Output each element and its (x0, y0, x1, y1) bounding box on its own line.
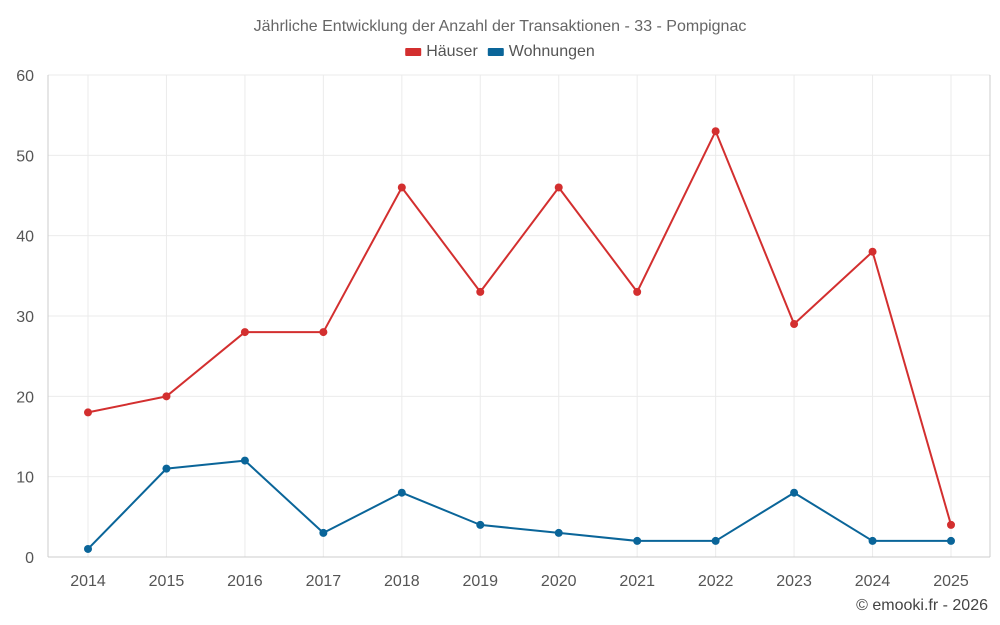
y-tick-label: 40 (16, 229, 34, 246)
x-tick-label: 2016 (227, 573, 263, 590)
data-point[interactable] (947, 536, 955, 545)
data-point[interactable] (84, 408, 92, 417)
data-point[interactable] (868, 536, 877, 545)
data-point[interactable] (711, 127, 720, 136)
data-point[interactable] (711, 536, 720, 545)
series-layer (84, 127, 955, 553)
x-tick-label: 2019 (462, 573, 498, 590)
series-line-1 (87, 459, 951, 550)
x-tick-label: 2017 (306, 573, 342, 590)
data-point[interactable] (476, 287, 485, 296)
y-tick-label: 30 (16, 309, 34, 326)
x-axis: 2014 2015 2016 2017 2018 2019 2020 2021 2022 2023… (70, 573, 969, 590)
data-point[interactable] (554, 528, 563, 537)
legend: Häuser Wohnungen (405, 43, 595, 60)
y-axis: 0 10 20 30 40 50 60 (16, 68, 34, 567)
x-tick-label: 2018 (384, 573, 420, 590)
legend-label: Wohnungen (509, 43, 595, 60)
data-point[interactable] (633, 287, 642, 296)
data-point[interactable] (162, 464, 171, 473)
x-tick-label: 2022 (698, 573, 734, 590)
copyright-text: © emooki.fr - 2026 (856, 597, 988, 614)
legend-label: Häuser (426, 43, 478, 60)
legend-swatch (487, 48, 504, 56)
data-point[interactable] (554, 183, 563, 192)
x-tick-label: 2014 (70, 573, 106, 590)
legend-swatch (405, 48, 422, 56)
data-point[interactable] (790, 488, 799, 497)
data-point[interactable] (397, 488, 406, 497)
data-point[interactable] (476, 520, 485, 529)
y-tick-label: 60 (16, 68, 34, 85)
x-tick-label: 2025 (933, 573, 969, 590)
x-tick-label: 2020 (541, 573, 577, 590)
data-point[interactable] (947, 520, 955, 529)
y-tick-label: 0 (25, 550, 34, 567)
legend-item-1[interactable]: Wohnungen (487, 43, 595, 60)
y-tick-label: 20 (16, 389, 34, 406)
data-point[interactable] (319, 328, 328, 337)
x-tick-label: 2023 (776, 573, 812, 590)
data-point[interactable] (790, 320, 799, 329)
y-tick-label: 50 (16, 148, 34, 165)
data-point[interactable] (319, 528, 328, 537)
x-tick-label: 2024 (855, 573, 891, 590)
grid (47, 74, 991, 558)
data-point[interactable] (397, 183, 406, 192)
data-point[interactable] (240, 456, 249, 465)
series-line-0 (87, 130, 952, 526)
chart-title: Jährliche Entwicklung der Anzahl der Tra… (254, 18, 747, 35)
data-point[interactable] (162, 392, 171, 401)
y-tick-label: 10 (16, 470, 34, 487)
x-tick-label: 2021 (619, 573, 655, 590)
data-point[interactable] (633, 536, 642, 545)
data-point[interactable] (240, 328, 249, 337)
data-point[interactable] (84, 544, 92, 553)
x-tick-label: 2015 (149, 573, 185, 590)
data-point[interactable] (868, 247, 877, 256)
legend-item-0[interactable]: Häuser (405, 43, 478, 60)
